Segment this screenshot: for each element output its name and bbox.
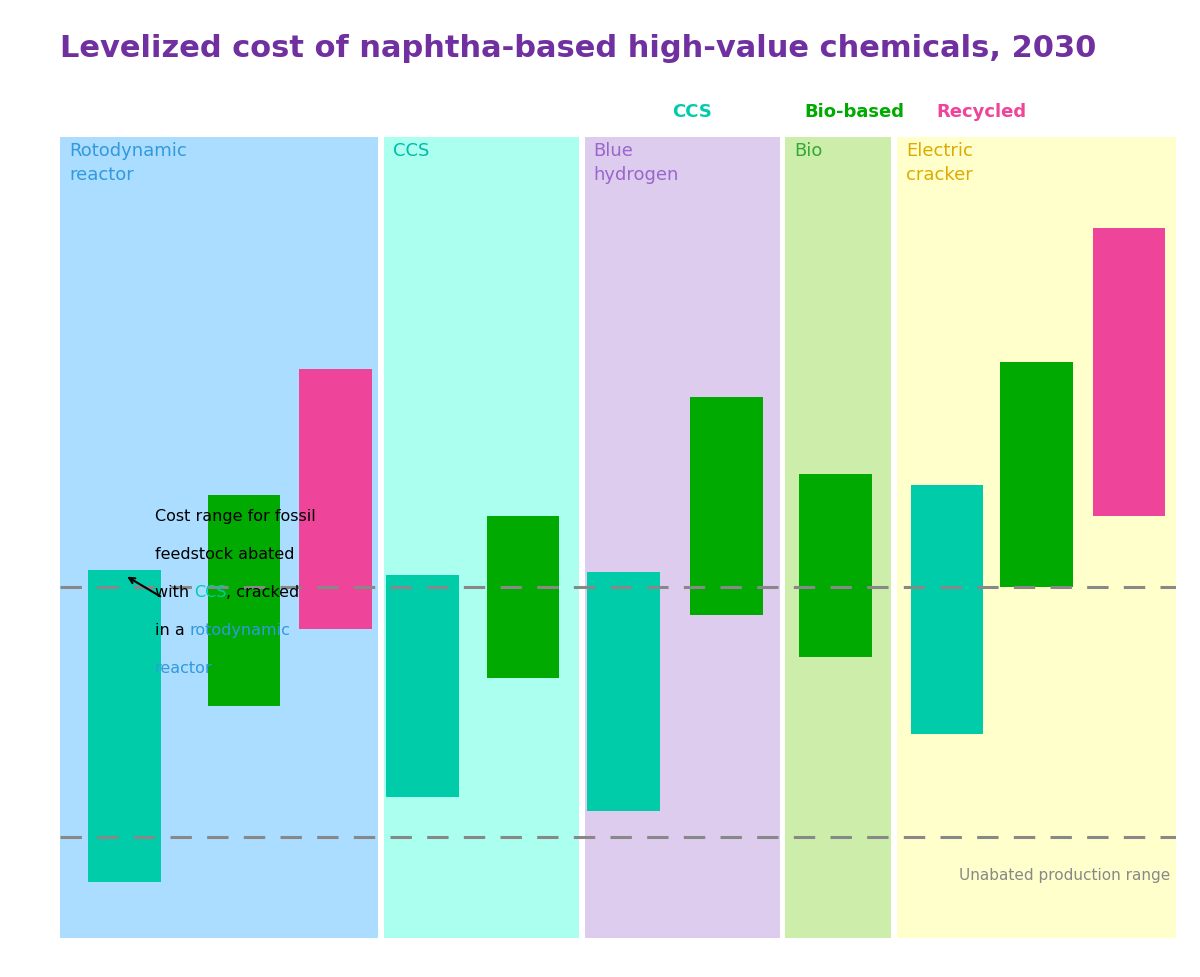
Bar [384, 137, 578, 938]
Text: CCS: CCS [194, 585, 227, 600]
Bar [584, 137, 780, 938]
Bar [299, 368, 372, 629]
Bar [799, 474, 872, 657]
Bar [690, 397, 762, 615]
Bar [785, 137, 892, 938]
Text: Bio: Bio [794, 143, 823, 160]
Text: Bio-based: Bio-based [804, 104, 904, 121]
Bar [1093, 229, 1165, 516]
Text: Electric
cracker: Electric cracker [906, 143, 973, 184]
Text: in a: in a [155, 623, 190, 638]
Bar [208, 495, 281, 706]
Text: , cracked: , cracked [227, 585, 300, 600]
Text: feedstock abated: feedstock abated [155, 547, 294, 562]
Bar [60, 137, 378, 938]
Bar [1001, 361, 1073, 586]
Text: CCS: CCS [672, 104, 712, 121]
Text: with: with [155, 585, 194, 600]
Bar [386, 575, 458, 797]
Text: CCS: CCS [392, 143, 428, 160]
Text: reactor: reactor [155, 661, 212, 676]
Bar [89, 570, 161, 881]
Bar [911, 486, 984, 734]
Text: Unabated production range: Unabated production range [959, 868, 1170, 882]
Bar [587, 573, 660, 812]
Bar [898, 137, 1176, 938]
Text: Rotodynamic
reactor: Rotodynamic reactor [68, 143, 187, 184]
Text: Levelized cost of naphtha-based high-value chemicals, 2030: Levelized cost of naphtha-based high-val… [60, 34, 1097, 64]
Text: Recycled: Recycled [936, 104, 1026, 121]
Text: rotodynamic: rotodynamic [190, 623, 290, 638]
Text: Blue
hydrogen: Blue hydrogen [594, 143, 679, 184]
Text: Cost range for fossil: Cost range for fossil [155, 509, 316, 525]
Bar [487, 516, 559, 678]
